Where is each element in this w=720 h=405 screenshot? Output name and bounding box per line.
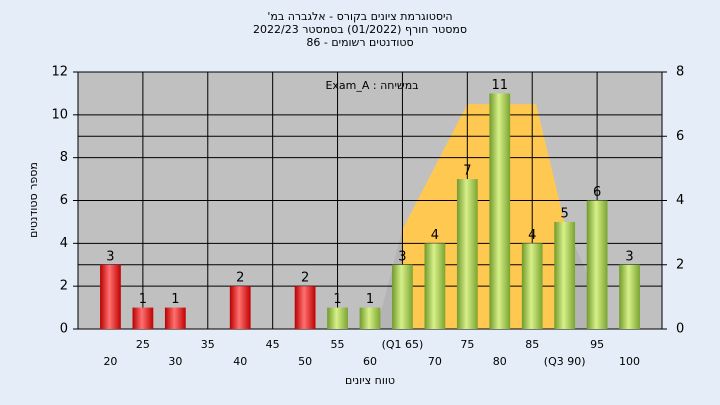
bar [456, 179, 478, 329]
y2-tick-label: 2 [676, 257, 684, 272]
y2-tick-label: 4 [676, 193, 684, 208]
value-label: 4 [528, 228, 536, 243]
y-tick-label: 10 [51, 107, 68, 122]
x-tick-label: 85 [525, 338, 539, 351]
value-label: 2 [301, 271, 309, 286]
annotation: Exam_A : במשיחה [325, 79, 418, 92]
x-tick-label: 80 [493, 355, 507, 368]
value-label: 1 [366, 292, 374, 307]
bar [586, 200, 608, 329]
bar [132, 307, 154, 329]
value-label: 3 [106, 249, 114, 264]
x-tick-label: 75 [460, 338, 474, 351]
x-tick-label: 95 [590, 338, 604, 351]
value-label: 3 [398, 249, 406, 264]
bar [164, 307, 186, 329]
x-tick-label: 30 [168, 355, 182, 368]
bar [424, 243, 446, 329]
y-tick-label: 12 [51, 65, 68, 80]
x-tick-label: 35 [201, 338, 215, 351]
x-axis-label: טווח ציונים [345, 374, 395, 387]
bar [392, 264, 413, 329]
chart-title: 'היסטוגרמת ציונים בקורס - אלגברה במ [267, 10, 452, 23]
value-label: 7 [463, 164, 471, 179]
bar [359, 307, 381, 329]
value-label: 1 [171, 292, 179, 307]
x-tick-label: (Q3 90) [544, 355, 586, 368]
bar [521, 243, 543, 329]
y-tick-label: 2 [60, 279, 68, 294]
y2-tick-label: 8 [676, 65, 684, 80]
chart-subtitle: 86 - סטודנטים רשומים [306, 36, 413, 49]
value-label: 3 [625, 249, 633, 264]
value-label: 11 [492, 78, 509, 93]
bar [619, 264, 640, 329]
y2-tick-label: 6 [676, 129, 684, 144]
bar [229, 286, 251, 329]
x-tick-label: 70 [428, 355, 442, 368]
y-tick-label: 4 [60, 236, 68, 251]
value-label: 4 [431, 228, 439, 243]
y-tick-label: 6 [60, 193, 68, 208]
value-label: 1 [139, 292, 147, 307]
x-tick-label: 60 [363, 355, 377, 368]
bar [327, 307, 348, 329]
x-tick-label: 55 [331, 338, 345, 351]
bar [489, 93, 511, 330]
y-tick-label: 8 [60, 150, 68, 165]
value-label: 1 [333, 292, 341, 307]
x-tick-label: (Q1 65) [382, 338, 424, 351]
y-axis-label: מספר סטודנטים [27, 162, 40, 238]
bar [294, 286, 316, 329]
y2-tick-label: 0 [676, 322, 684, 337]
chart-subtitle: 2022/23 סמסטר חורף (01/2022) בסמסטר [253, 23, 467, 36]
value-label: 5 [561, 206, 569, 221]
y-tick-label: 0 [60, 322, 68, 337]
x-tick-label: 100 [619, 355, 640, 368]
x-tick-label: 20 [103, 355, 117, 368]
bar [100, 264, 121, 329]
x-tick-label: 50 [298, 355, 312, 368]
x-tick-label: 40 [233, 355, 247, 368]
value-label: 2 [236, 271, 244, 286]
bar [554, 221, 576, 329]
x-tick-label: 25 [136, 338, 150, 351]
x-tick-label: 45 [266, 338, 280, 351]
value-label: 6 [593, 185, 601, 200]
